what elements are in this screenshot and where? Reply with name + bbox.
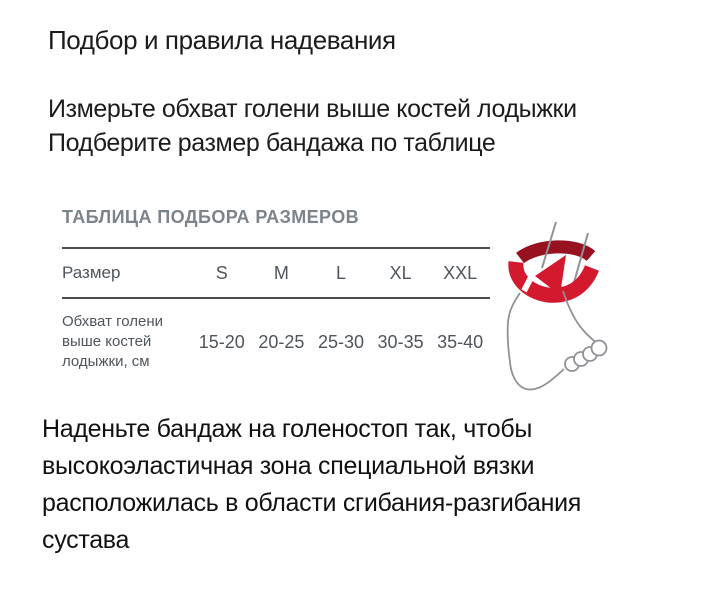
instruction-line: высокоэластичная зона специальной вязки — [42, 452, 535, 480]
instruction-line: сустава — [42, 526, 130, 554]
size-cell: M — [273, 262, 289, 283]
rotation-arrow-icon — [535, 255, 566, 295]
leg-line-back — [572, 232, 589, 287]
size-cell: L — [335, 262, 346, 283]
size-cell: XXL — [443, 262, 478, 283]
size-table-values-row: Обхват голени выше костей лодыжки, см 15… — [62, 299, 490, 375]
size-table: ТАБЛИЦА ПОДБОРА РАЗМЕРОВ Размер S M L XL… — [62, 206, 490, 375]
intro-line-measure: Измерьте обхват голени выше костей лодыж… — [48, 95, 577, 123]
instruction-line: Наденьте бандаж на голеностоп так, чтобы — [42, 415, 533, 443]
instruction-line: расположилась в области сгибания-разгиба… — [42, 489, 582, 517]
measuring-band-back — [516, 240, 596, 264]
leg-line-front — [541, 221, 557, 269]
ankle-illustration — [500, 196, 655, 402]
page-title: Подбор и правила надевания — [48, 25, 396, 55]
intro-text: Измерьте обхват голени выше костей лодыж… — [48, 92, 577, 160]
size-cell: S — [215, 262, 228, 283]
size-row-label: Размер — [62, 263, 121, 282]
foot-outline-heel — [506, 292, 565, 391]
toe-loop-big — [590, 339, 608, 357]
measure-row-label-line: выше костей — [62, 333, 152, 350]
size-table-header-row: Размер S M L XL XXL — [62, 247, 490, 299]
range-cell: 15-20 — [198, 331, 245, 352]
measure-row-label-line: лодыжки, см — [62, 353, 150, 370]
band-gap — [521, 256, 544, 293]
range-cell: 30-35 — [377, 331, 424, 352]
measuring-band-front — [508, 261, 599, 303]
range-cell: 20-25 — [258, 331, 305, 352]
measure-row-label-line: Обхват голени — [62, 313, 164, 330]
range-cell: 35-40 — [437, 331, 484, 352]
size-table-title: ТАБЛИЦА ПОДБОРА РАЗМЕРОВ — [62, 207, 360, 227]
size-cell: XL — [389, 262, 412, 283]
instruction-text: Наденьте бандаж на голеностоп так, чтобы… — [42, 411, 581, 559]
measure-row-label: Обхват голени выше костей лодыжки, см — [62, 312, 192, 372]
range-cell: 25-30 — [317, 331, 364, 352]
ankle-illustration-svg — [506, 221, 608, 391]
intro-line-select: Подберите размер бандажа по таблице — [48, 129, 496, 157]
